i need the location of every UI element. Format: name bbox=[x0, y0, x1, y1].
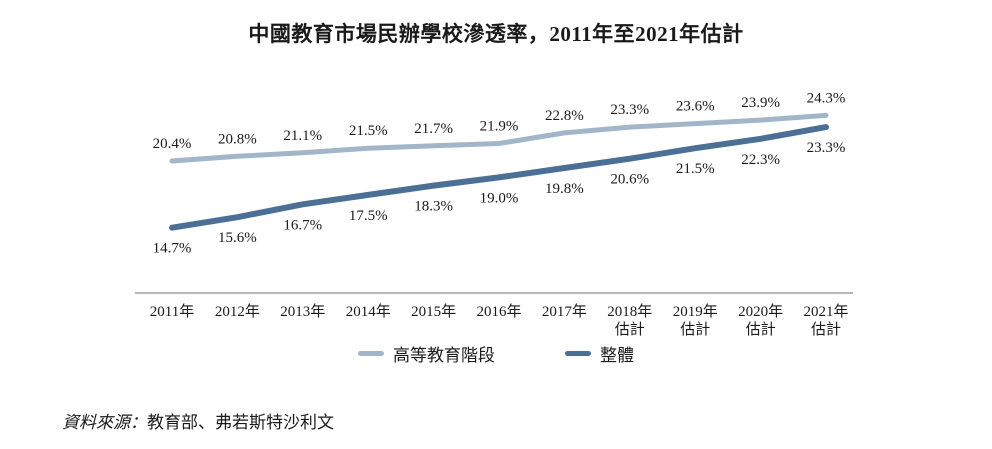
legend-swatch-overall bbox=[565, 351, 591, 356]
legend-item-higher-education: 高等教育階段 bbox=[358, 341, 495, 366]
data-label: 19.0% bbox=[480, 190, 519, 206]
legend-label: 高等教育階段 bbox=[393, 346, 495, 365]
data-label: 22.3% bbox=[741, 152, 780, 168]
source-text: 教育部、弗若斯特沙利文 bbox=[147, 413, 334, 432]
chart-legend: 高等教育階段 整體 bbox=[0, 341, 992, 366]
chart-title: 中國教育市場民辦學校滲透率，2011年至2021年估計 bbox=[248, 22, 744, 46]
data-label: 21.5% bbox=[676, 161, 715, 177]
x-tick-label: 2012年 bbox=[215, 303, 260, 320]
data-label: 20.4% bbox=[153, 136, 192, 152]
x-tick-sublabel: 估計 bbox=[680, 321, 710, 338]
data-label: 15.6% bbox=[218, 230, 257, 246]
x-tick-label: 2014年 bbox=[346, 303, 391, 320]
source-note: 資料來源：教育部、弗若斯特沙利文 bbox=[62, 408, 334, 433]
data-label: 23.3% bbox=[807, 140, 846, 156]
data-label: 21.7% bbox=[414, 121, 453, 137]
series-line-overall bbox=[169, 124, 829, 231]
x-tick-label: 2019年 bbox=[673, 303, 718, 320]
data-label: 17.5% bbox=[349, 208, 388, 224]
x-tick-sublabel: 估計 bbox=[811, 321, 841, 338]
data-label: 20.8% bbox=[218, 131, 257, 147]
data-label: 19.8% bbox=[545, 181, 584, 197]
data-label: 21.9% bbox=[480, 119, 519, 135]
data-label: 22.8% bbox=[545, 108, 584, 124]
data-label: 16.7% bbox=[283, 217, 322, 233]
source-label: 資料來源： bbox=[62, 413, 147, 432]
legend-label: 整體 bbox=[600, 346, 634, 365]
data-label: 23.3% bbox=[610, 102, 649, 118]
x-tick-label: 2021年 bbox=[803, 303, 848, 320]
data-label: 14.7% bbox=[153, 241, 192, 257]
x-tick-label: 2015年 bbox=[411, 303, 456, 320]
data-label: 18.3% bbox=[414, 199, 453, 215]
data-label: 20.6% bbox=[610, 172, 649, 188]
x-tick-sublabel: 估計 bbox=[615, 321, 645, 338]
data-label: 23.9% bbox=[741, 95, 780, 111]
series-line-higher-education bbox=[169, 112, 829, 164]
x-tick-label: 2020年 bbox=[738, 303, 783, 320]
data-label: 24.3% bbox=[807, 90, 846, 106]
data-label: 21.1% bbox=[283, 128, 322, 144]
x-tick-sublabel: 估計 bbox=[746, 321, 776, 338]
x-tick-label: 2018年 bbox=[607, 303, 652, 320]
data-label: 23.6% bbox=[676, 99, 715, 115]
x-tick-label: 2013年 bbox=[280, 303, 325, 320]
legend-item-overall: 整體 bbox=[565, 341, 634, 366]
x-tick-label: 2017年 bbox=[542, 303, 587, 320]
data-label: 21.5% bbox=[349, 123, 388, 139]
x-tick-label: 2011年 bbox=[150, 303, 194, 320]
legend-swatch-higher-education bbox=[358, 351, 384, 356]
x-tick-label: 2016年 bbox=[476, 303, 521, 320]
line-chart: 20.4% 20.8% 21.1% 21.5% 21.7% 21.9% 22.8% 23.3%… bbox=[135, 90, 853, 338]
